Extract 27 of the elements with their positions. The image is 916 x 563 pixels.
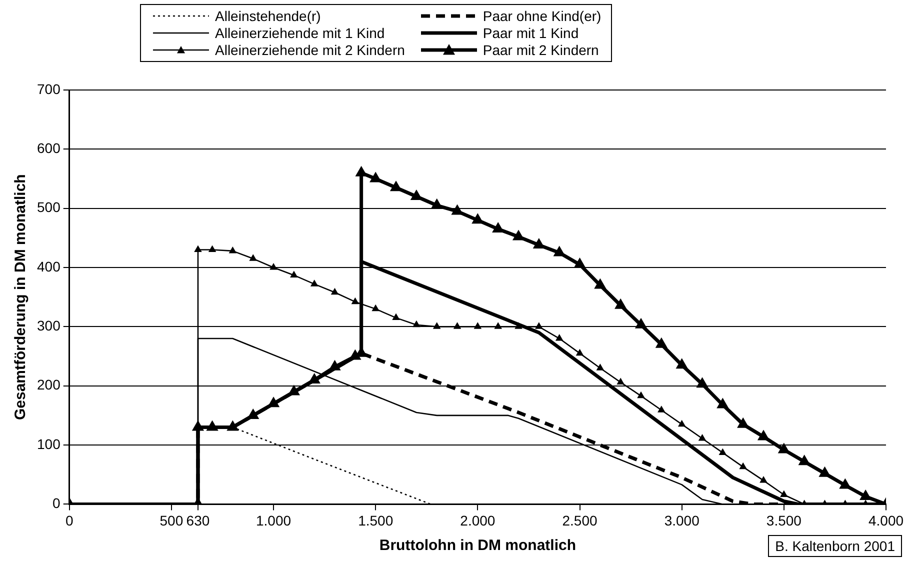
text: B. Kaltenborn 2001 [768, 535, 902, 557]
y-tick-label: 700 [37, 80, 61, 97]
legend-label: Paar mit 2 Kindern [482, 42, 599, 58]
x-tick-label: 2.000 [460, 512, 496, 528]
x-tick-label: 4.000 [868, 512, 904, 528]
y-tick-label: 500 [37, 199, 61, 216]
y-tick-label: 600 [37, 140, 61, 156]
legend-label: Paar mit 1 Kind [482, 25, 579, 41]
x-tick-label: 630 [186, 512, 210, 528]
x-tick-label: 2.500 [562, 512, 598, 528]
x-axis-title: Bruttolohn in DM monatlich [379, 537, 576, 554]
y-axis-title: Gesamtförderung in DM monatlich [12, 174, 30, 420]
y-tick-label: 100 [37, 436, 61, 452]
legend-label: Alleinerziehende mit 2 Kindern [215, 42, 405, 58]
x-tick-label: 1.000 [256, 512, 292, 528]
y-tick-label: 300 [37, 318, 61, 334]
y-tick-label: 400 [37, 258, 61, 274]
legend-label: Paar ohne Kind(er) [482, 8, 602, 24]
x-tick-label: 0 [65, 512, 74, 528]
x-tick-label: 1.500 [358, 512, 394, 528]
legend-label: Alleinstehende(r) [215, 8, 321, 24]
x-tick-label: 500 [160, 512, 184, 528]
y-tick-label: 200 [37, 376, 61, 393]
x-tick-label: 3.000 [664, 512, 700, 528]
y-tick-label: 0 [52, 495, 61, 512]
legend-label: Alleinerziehende mit 1 Kind [215, 25, 385, 41]
x-tick-label: 3.500 [766, 512, 802, 528]
